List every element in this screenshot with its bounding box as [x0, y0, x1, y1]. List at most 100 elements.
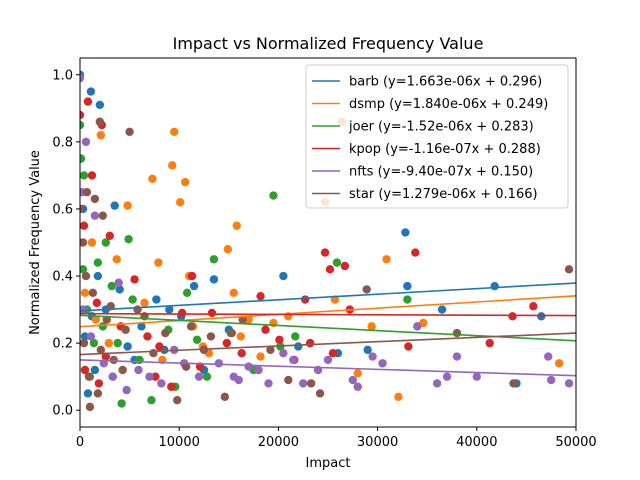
point-kpop-1: [83, 97, 93, 106]
point-star-20: [452, 328, 462, 338]
point-joer-7: [128, 295, 137, 304]
trend-line-nfts: [80, 359, 576, 377]
point-nfts-29: [544, 352, 553, 361]
point-star-11: [206, 332, 216, 341]
x-tick-label-3: 30000: [357, 435, 398, 450]
point-nfts-5: [145, 372, 154, 381]
point-dsmp-0: [87, 238, 97, 247]
point-star-1: [80, 238, 88, 247]
trend-line-kpop: [80, 312, 576, 317]
point-barb-1: [86, 87, 96, 96]
point-joer-24: [182, 288, 192, 298]
point-nfts-8: [194, 372, 204, 381]
point-star-4: [95, 117, 105, 126]
point-star-30: [133, 305, 142, 314]
point-nfts-27: [452, 352, 462, 361]
point-dsmp-12: [229, 288, 238, 298]
plot-frame: [79, 57, 577, 428]
point-kpop-30: [143, 332, 152, 341]
point-barb-21: [537, 312, 546, 321]
point-kpop-33: [237, 349, 246, 358]
x-tick-label-0: 0: [76, 435, 84, 450]
legend-frame: [305, 64, 569, 209]
point-nfts-24: [413, 322, 422, 331]
point-star-32: [161, 328, 170, 338]
point-joer-25: [80, 265, 88, 274]
point-kpop-24: [508, 312, 517, 321]
point-star-2: [82, 187, 92, 197]
point-barb-17: [403, 281, 412, 291]
point-joer-13: [269, 191, 278, 200]
point-nfts-12: [244, 362, 253, 371]
point-dsmp-8: [180, 177, 190, 187]
y-tick-label-4: 0.8: [52, 135, 73, 150]
point-dsmp-14: [244, 315, 253, 324]
point-joer-0: [80, 120, 85, 130]
point-dsmp-33: [236, 332, 245, 341]
point-nfts-14: [264, 379, 273, 388]
point-nfts-33: [86, 332, 96, 341]
point-dsmp-24: [554, 359, 564, 368]
point-star-38: [121, 325, 130, 334]
point-nfts-11: [234, 375, 243, 385]
point-nfts-17: [299, 379, 308, 388]
x-axis-label: Impact: [306, 456, 351, 471]
point-nfts-2: [81, 137, 91, 147]
point-joer-8: [147, 395, 156, 405]
legend-label-dsmp: dsmp (y=1.840e-06x + 0.249): [349, 97, 548, 112]
legend: barb (y=1.663e-06x + 0.296) dsmp (y=1.840…: [305, 64, 569, 209]
point-nfts-38: [157, 379, 166, 388]
point-dsmp-22: [394, 392, 403, 402]
point-kpop-28: [101, 352, 110, 361]
point-kpop-9: [187, 271, 197, 281]
point-star-6: [125, 127, 134, 136]
trend-line-barb: [80, 282, 576, 312]
point-kpop-19: [340, 261, 350, 271]
point-nfts-32: [80, 305, 88, 314]
point-joer-21: [117, 399, 126, 408]
point-star-14: [238, 315, 247, 324]
point-barb-27: [83, 389, 93, 398]
point-dsmp-34: [256, 352, 265, 361]
point-kpop-10: [207, 308, 217, 318]
point-kpop-12: [256, 291, 265, 301]
y-tick-label-5: 1.0: [52, 68, 73, 83]
point-nfts-16: [289, 355, 298, 365]
point-nfts-13: [254, 365, 263, 375]
point-dsmp-29: [140, 298, 149, 308]
point-star-0: [80, 204, 85, 214]
point-barb-13: [294, 342, 303, 351]
point-joer-27: [113, 338, 122, 348]
point-star-17: [306, 379, 316, 388]
point-dsmp-3: [148, 174, 157, 183]
point-star-25: [88, 288, 98, 298]
point-barb-7: [165, 305, 174, 314]
legend-label-nfts: nfts (y=-9.40e-07x + 0.150): [349, 165, 533, 180]
point-joer-16: [332, 258, 342, 267]
points-layer: [80, 70, 574, 412]
point-barb-22: [80, 332, 90, 341]
point-joer-28: [202, 372, 212, 381]
point-star-5: [98, 211, 108, 220]
point-joer-15: [291, 332, 300, 341]
point-barb-19: [490, 281, 499, 291]
point-kpop-36: [80, 365, 90, 375]
point-barb-5: [137, 322, 146, 331]
y-tick-label-0: 0.0: [52, 404, 73, 419]
point-star-28: [109, 355, 118, 365]
point-star-8: [173, 395, 182, 405]
point-kpop-7: [167, 382, 176, 391]
point-nfts-3: [90, 211, 100, 220]
point-kpop-27: [92, 298, 102, 308]
trend-lines-layer: [80, 282, 576, 377]
point-star-12: [220, 392, 230, 402]
legend-label-barb: barb (y=1.663e-06x + 0.296): [349, 75, 542, 90]
point-star-13: [227, 328, 236, 338]
point-dsmp-21: [382, 255, 391, 264]
point-dsmp-28: [112, 255, 121, 264]
point-barb-9: [189, 281, 199, 291]
point-nfts-35: [108, 372, 117, 381]
point-kpop-6: [155, 342, 164, 351]
point-dsmp-26: [91, 315, 101, 324]
point-joer-20: [98, 322, 108, 331]
